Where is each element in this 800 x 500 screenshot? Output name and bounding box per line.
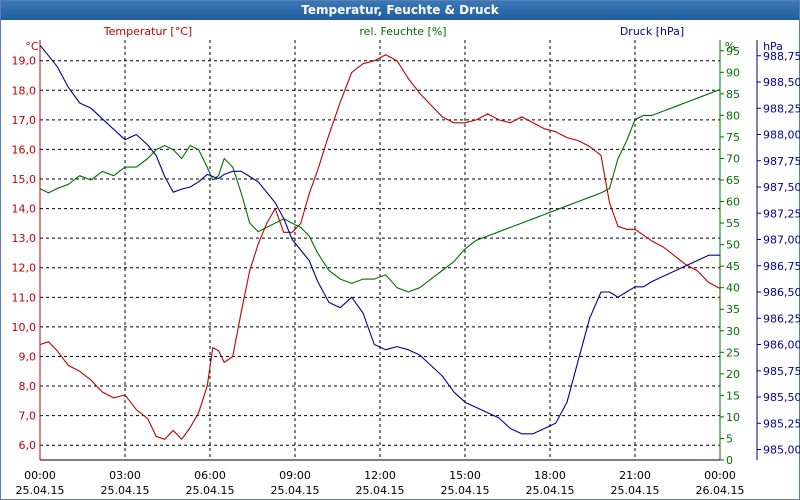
time-tick-label: 18:00 — [534, 469, 566, 482]
pressure-series-line — [39, 44, 720, 435]
pressure-tick-label: 988,50 — [763, 76, 800, 89]
temperature-axis-title: Temperatur [°C] — [103, 25, 192, 38]
humidity-tick-label: 45 — [726, 260, 740, 273]
time-tick-label: 21:00 — [619, 469, 651, 482]
humidity-tick-label: 55 — [726, 217, 740, 230]
humidity-tick-label: 40 — [726, 282, 740, 295]
pressure-tick-label: 988,25 — [763, 102, 800, 115]
temperature-tick-label: 7,0 — [19, 410, 37, 423]
series-lines — [39, 44, 721, 440]
temperature-tick-label: 6,0 — [19, 439, 37, 452]
pressure-tick-label: 987,50 — [763, 181, 800, 194]
temperature-tick-label: 11,0 — [12, 291, 37, 304]
pressure-tick-label: 986,50 — [763, 286, 800, 299]
temperature-tick-label: 8,0 — [19, 380, 37, 393]
humidity-tick-label: 90 — [726, 66, 740, 79]
pressure-tick-label: 985,00 — [763, 444, 800, 457]
temperature-unit-label: °C — [25, 40, 39, 53]
pressure-axis-title: Druck [hPa] — [620, 25, 684, 38]
humidity-tick-label: 15 — [726, 389, 740, 402]
time-tick-label: 09:00 — [279, 469, 311, 482]
temperature-tick-label: 15,0 — [12, 173, 37, 186]
grid-lines — [39, 40, 721, 460]
time-tick-label: 00:00 — [704, 469, 736, 482]
date-tick-label: 25.04.15 — [526, 484, 575, 497]
date-tick-label: 25.04.15 — [441, 484, 490, 497]
pressure-tick-label: 987,00 — [763, 234, 800, 247]
temperature-tick-label: 9,0 — [19, 350, 37, 363]
humidity-tick-label: 80 — [726, 109, 740, 122]
date-tick-label: 25.04.15 — [271, 484, 320, 497]
temperature-tick-label: 10,0 — [12, 321, 37, 334]
temperature-tick-labels: 6,0 7,0 8,0 9,0 10,0 11,0 12,0 13,0 14,0 15,0 16,0… — [12, 55, 37, 453]
humidity-tick-label: 30 — [726, 325, 740, 338]
time-tick-label: 15:00 — [449, 469, 481, 482]
pressure-tick-label: 986,75 — [763, 260, 800, 273]
pressure-tick-label: 986,00 — [763, 339, 800, 352]
temperature-tick-label: 19,0 — [12, 55, 37, 68]
humidity-tick-label: 5 — [726, 432, 733, 445]
humidity-tick-label: 65 — [726, 174, 740, 187]
temperature-tick-label: 18,0 — [12, 84, 37, 97]
humidity-tick-labels: 0 5 10 15 20 25 30 35 40 45 50 55 60 65 70 75 80 85 90 95 — [720, 45, 740, 467]
pressure-tick-label: 988,75 — [763, 50, 800, 63]
humidity-tick-label: 50 — [726, 239, 740, 252]
pressure-tick-labels: 985,00 985,25 985,50 985,75 986,00 986,25 986,… — [757, 50, 800, 457]
pressure-tick-label: 985,50 — [763, 391, 800, 404]
humidity-tick-label: 60 — [726, 196, 740, 209]
date-tick-label: 25.04.15 — [186, 484, 235, 497]
humidity-tick-label: 95 — [726, 45, 740, 58]
date-tick-label: 25.04.15 — [356, 484, 405, 497]
date-tick-label: 25.04.15 — [16, 484, 65, 497]
time-tick-label: 06:00 — [194, 469, 226, 482]
humidity-tick-label: 20 — [726, 368, 740, 381]
date-tick-label: 26.04.15 — [696, 484, 745, 497]
temperature-tick-label: 13,0 — [12, 232, 37, 245]
chart-title: Temperatur, Feuchte & Druck — [1, 1, 799, 20]
pressure-tick-label: 985,25 — [763, 417, 800, 430]
time-tick-labels: 00:00 25.04.15 03:00 25.04.15 06:00 25.04.15 0… — [16, 469, 745, 497]
temperature-tick-label: 14,0 — [12, 203, 37, 216]
humidity-series-line — [39, 88, 721, 293]
humidity-tick-label: 75 — [726, 131, 740, 144]
pressure-unit-label: hPa — [763, 40, 783, 53]
humidity-tick-label: 35 — [726, 303, 740, 316]
humidity-tick-label: 70 — [726, 152, 740, 165]
humidity-unit-label: % — [725, 40, 735, 53]
pressure-tick-label: 985,75 — [763, 365, 800, 378]
axis-lines — [39, 40, 758, 461]
humidity-tick-label: 0 — [726, 454, 733, 467]
date-tick-label: 25.04.15 — [611, 484, 660, 497]
date-tick-label: 25.04.15 — [101, 484, 150, 497]
pressure-tick-label: 987,75 — [763, 155, 800, 168]
pressure-tick-label: 987,25 — [763, 207, 800, 220]
pressure-tick-label: 988,00 — [763, 129, 800, 142]
humidity-tick-label: 25 — [726, 346, 740, 359]
humidity-tick-label: 85 — [726, 88, 740, 101]
temperature-tick-label: 12,0 — [12, 262, 37, 275]
temperature-series-line — [39, 54, 721, 440]
temperature-tick-label: 16,0 — [12, 143, 37, 156]
temperature-tick-label: 17,0 — [12, 114, 37, 127]
humidity-tick-label: 10 — [726, 411, 740, 424]
time-tick-label: 00:00 — [24, 469, 56, 482]
humidity-axis-title: rel. Feuchte [%] — [359, 25, 446, 38]
time-tick-label: 12:00 — [364, 469, 396, 482]
time-tick-label: 03:00 — [109, 469, 141, 482]
pressure-tick-label: 986,25 — [763, 312, 800, 325]
